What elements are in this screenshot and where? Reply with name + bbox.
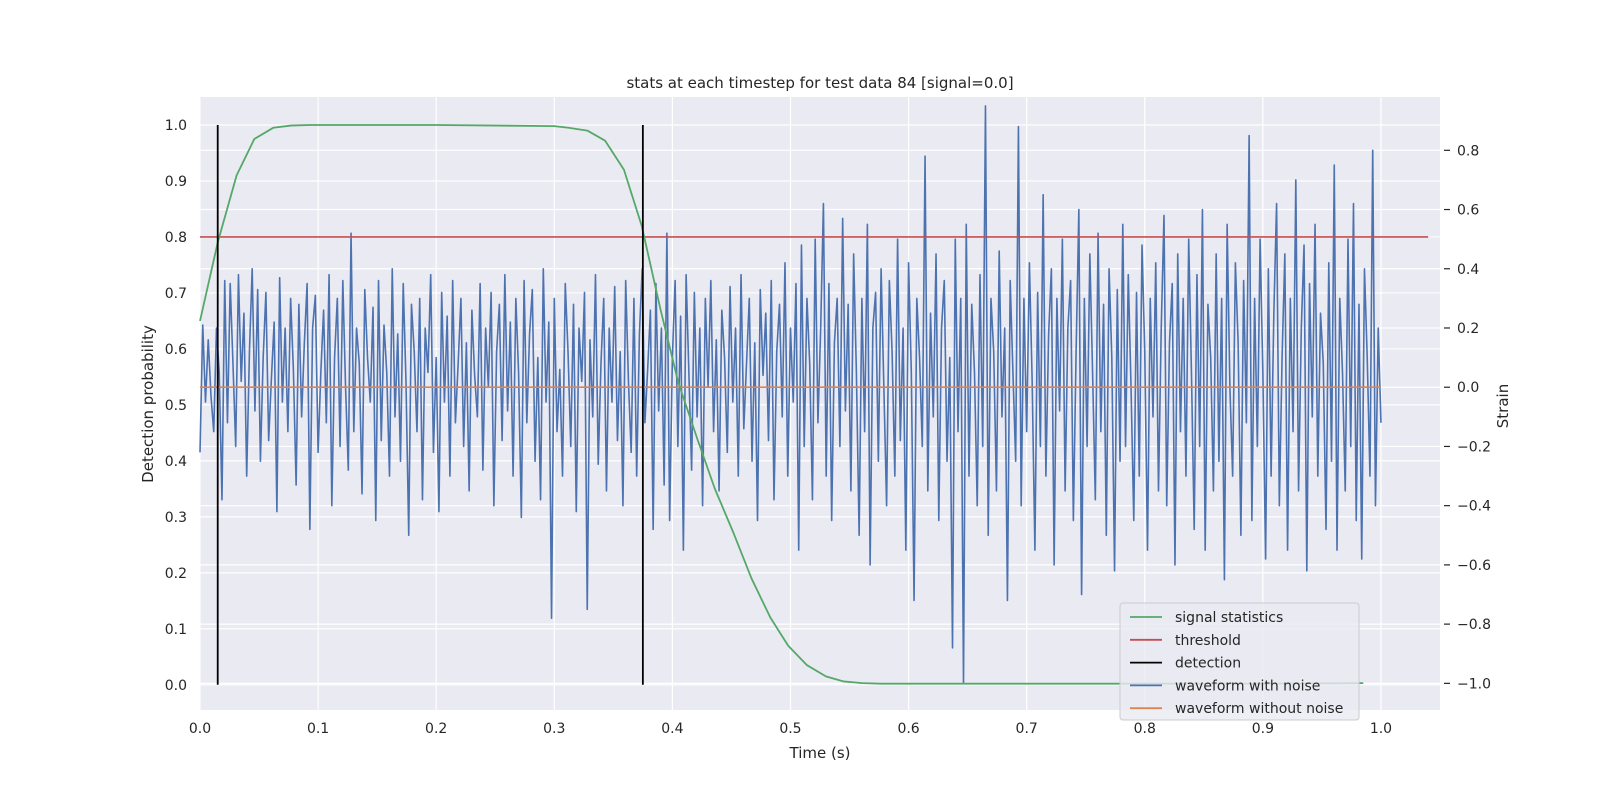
y-tick-label: 0.6	[165, 342, 187, 358]
x-axis-label: Time (s)	[789, 744, 851, 762]
x-axis-ticks: 0.0 0.1 0.2 0.3 0.4 0.5 0.6 0.7 0.8 0.9 1.0	[189, 721, 1392, 737]
y-tick-label: 0.1	[165, 622, 187, 638]
legend: signal statistics threshold detection wavef…	[1119, 602, 1360, 721]
legend-label: threshold	[1175, 633, 1241, 649]
y-axis-label: Detection probability	[139, 325, 157, 483]
legend-box	[1119, 602, 1360, 721]
signal-statistics-line	[199, 124, 1364, 685]
x-tick-label: 0.6	[897, 721, 919, 737]
x-tick-label: 0.8	[1134, 721, 1156, 737]
y-tick-label: 0.9	[165, 174, 187, 190]
waveform-with-noise-line	[199, 105, 1382, 685]
legend-label: waveform with noise	[1175, 678, 1320, 694]
y-axis-ticks: 0.0 0.1 0.2 0.3 0.4 0.5 0.6 0.7 0.8 0.9 1.0	[165, 118, 187, 694]
y2-tick-label: 0.6	[1457, 203, 1479, 219]
x-tick-label: 0.4	[661, 721, 683, 737]
y-tick-label: 1.0	[165, 118, 187, 134]
y2-tick-label: −0.8	[1457, 617, 1491, 633]
y-tick-label: 0.3	[165, 510, 187, 526]
y-tick-label: 0.7	[165, 286, 187, 302]
x-tick-label: 0.3	[543, 721, 565, 737]
legend-label: detection	[1175, 656, 1241, 672]
y2-tick-label: 0.8	[1457, 143, 1479, 159]
series-layer	[199, 105, 1429, 685]
y-tick-label: 0.8	[165, 230, 187, 246]
y2-axis-ticks: −1.0 −0.8 −0.6 −0.4 −0.2 0.0 0.2 0.4 0.6 0.8	[1444, 143, 1491, 692]
y2-tick-label: −0.6	[1457, 558, 1491, 574]
y-tick-label: 0.2	[165, 566, 187, 582]
x-tick-label: 0.7	[1016, 721, 1038, 737]
y-tick-label: 0.4	[165, 454, 187, 470]
y2-tick-label: −1.0	[1457, 676, 1491, 692]
y2-tick-label: 0.2	[1457, 321, 1479, 337]
y-tick-label: 0.0	[165, 678, 187, 694]
chart-title: stats at each timestep for test data 84 …	[626, 74, 1013, 92]
y2-tick-label: −0.2	[1457, 439, 1491, 455]
legend-label: waveform without noise	[1175, 701, 1343, 717]
x-tick-label: 0.5	[779, 721, 801, 737]
y2-tick-label: −0.4	[1457, 499, 1491, 515]
legend-label: signal statistics	[1175, 610, 1283, 626]
x-tick-label: 0.2	[425, 721, 447, 737]
x-tick-label: 0.1	[307, 721, 329, 737]
x-tick-label: 0.9	[1252, 721, 1274, 737]
y-tick-label: 0.5	[165, 398, 187, 414]
y2-tick-label: 0.0	[1457, 380, 1479, 396]
y2-tick-label: 0.4	[1457, 262, 1479, 278]
x-tick-label: 0.0	[189, 721, 211, 737]
x-tick-label: 1.0	[1370, 721, 1392, 737]
y2-axis-label: Strain	[1494, 384, 1512, 428]
